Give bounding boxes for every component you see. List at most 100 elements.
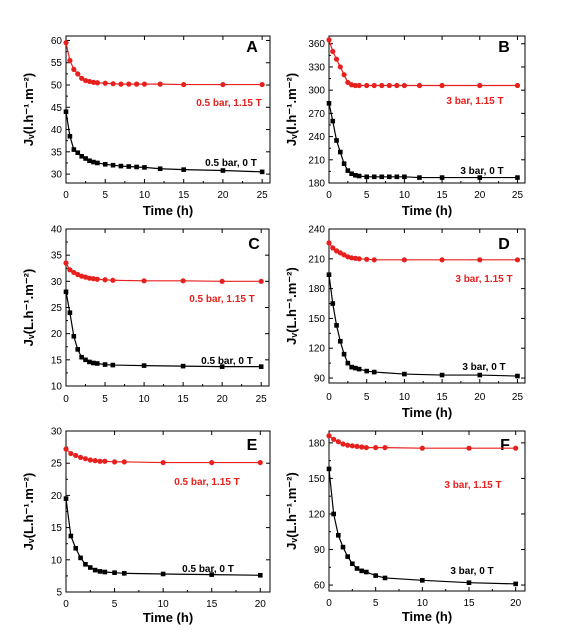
data-point (326, 272, 332, 278)
data-point (95, 160, 100, 166)
data-point (353, 172, 358, 178)
y-tick-label: 15 (51, 355, 63, 366)
data-point (87, 158, 92, 164)
panel-f: 0 5 10 15 20 60 90 120 150 180 Time (h) Jᵥ(L.h⁻¹.m⁻… (284, 430, 526, 624)
series-1: 0.5 bar, 0 T (63, 289, 264, 369)
x-tick-label: 0 (326, 392, 332, 403)
data-point (326, 101, 332, 106)
data-point (331, 511, 336, 517)
data-point (326, 240, 332, 246)
data-point (259, 81, 265, 88)
data-point (71, 147, 77, 152)
series-label: 0.5 bar, 0 T (201, 356, 253, 367)
y-tick-label: 10 (51, 555, 63, 566)
data-point (102, 80, 108, 86)
data-point (330, 245, 336, 251)
y-axis-title: Jᵥ(l.h⁻¹.m⁻²) (21, 73, 36, 146)
y-tick-label: 180 (308, 284, 325, 295)
data-point (63, 446, 69, 452)
panel-a: 0 5 10 15 20 25 30 35 40 45 50 55 60 Time (h) Jᵥ(l.h⁻¹… (21, 35, 271, 218)
data-point (219, 364, 225, 369)
y-tick-label: 90 (314, 374, 326, 385)
data-point (439, 372, 445, 378)
x-tick-label: 10 (139, 394, 151, 405)
data-point (515, 373, 520, 379)
data-point (102, 277, 108, 283)
x-tick-label: 25 (257, 190, 269, 201)
data-point (220, 168, 226, 173)
data-point (82, 456, 89, 462)
data-point (90, 79, 97, 85)
x-axis-title: Time (h) (143, 610, 193, 625)
y-tick-label: 40 (51, 125, 63, 136)
data-point (326, 37, 332, 43)
data-point (63, 289, 69, 295)
data-point (402, 174, 407, 180)
data-point (419, 445, 425, 451)
y-tick-label: 60 (314, 581, 326, 592)
data-point (91, 360, 96, 366)
series-1: 0.5 bar, 0 T (63, 496, 263, 578)
x-tick-label: 20 (474, 190, 486, 201)
data-point (401, 82, 407, 89)
data-point (364, 174, 369, 180)
y-axis-title: Jᵥ(L.h⁻¹.m⁻²) (21, 473, 36, 551)
data-point (354, 443, 360, 450)
x-tick-label: 15 (463, 598, 475, 609)
data-point (341, 161, 347, 166)
y-tick-label: 180 (308, 179, 325, 190)
data-point (110, 81, 116, 87)
y-axis-title: Jᵥ(L.h⁻¹.m⁻²) (284, 267, 299, 345)
x-tick-label: 20 (510, 598, 522, 609)
data-point (359, 568, 364, 574)
y-tick-label: 120 (308, 344, 325, 355)
data-point (67, 310, 73, 316)
data-point (334, 323, 339, 328)
data-point (79, 75, 85, 81)
data-point (359, 444, 365, 450)
data-point (334, 138, 339, 143)
data-point (102, 161, 108, 167)
data-point (356, 256, 362, 262)
data-point (126, 81, 132, 87)
data-point (364, 82, 370, 89)
data-point (477, 82, 483, 89)
data-point (345, 79, 351, 86)
series-label: 0.5 bar, 1.15 T (196, 98, 262, 109)
data-point (94, 80, 100, 86)
data-point (219, 278, 225, 284)
y-tick-label: 50 (51, 81, 63, 92)
y-tick-label: 270 (308, 109, 325, 120)
data-point (75, 71, 81, 77)
data-point (181, 81, 187, 88)
data-point (345, 360, 351, 366)
data-point (63, 40, 69, 46)
series-label: 3 bar, 1.15 T (446, 96, 503, 107)
x-tick-label: 20 (255, 599, 267, 610)
data-point (345, 554, 350, 559)
data-point (73, 452, 79, 459)
data-point (160, 571, 166, 577)
x-tick-label: 5 (364, 392, 370, 403)
x-tick-label: 0 (326, 598, 332, 609)
data-point (75, 150, 81, 156)
data-point (356, 366, 362, 372)
data-point (97, 569, 103, 574)
data-point (83, 357, 88, 363)
data-point (97, 458, 103, 464)
data-point (513, 445, 519, 451)
data-point (386, 82, 392, 89)
data-point (402, 371, 407, 377)
data-point (331, 436, 337, 442)
y-tick-label: 240 (308, 225, 325, 236)
data-point (220, 81, 226, 88)
data-point (394, 174, 400, 180)
y-tick-label: 150 (308, 474, 325, 485)
data-point (439, 82, 445, 89)
data-point (350, 561, 355, 567)
data-point (110, 277, 116, 283)
data-point (382, 444, 388, 451)
data-point (341, 72, 347, 78)
data-point (157, 81, 163, 87)
